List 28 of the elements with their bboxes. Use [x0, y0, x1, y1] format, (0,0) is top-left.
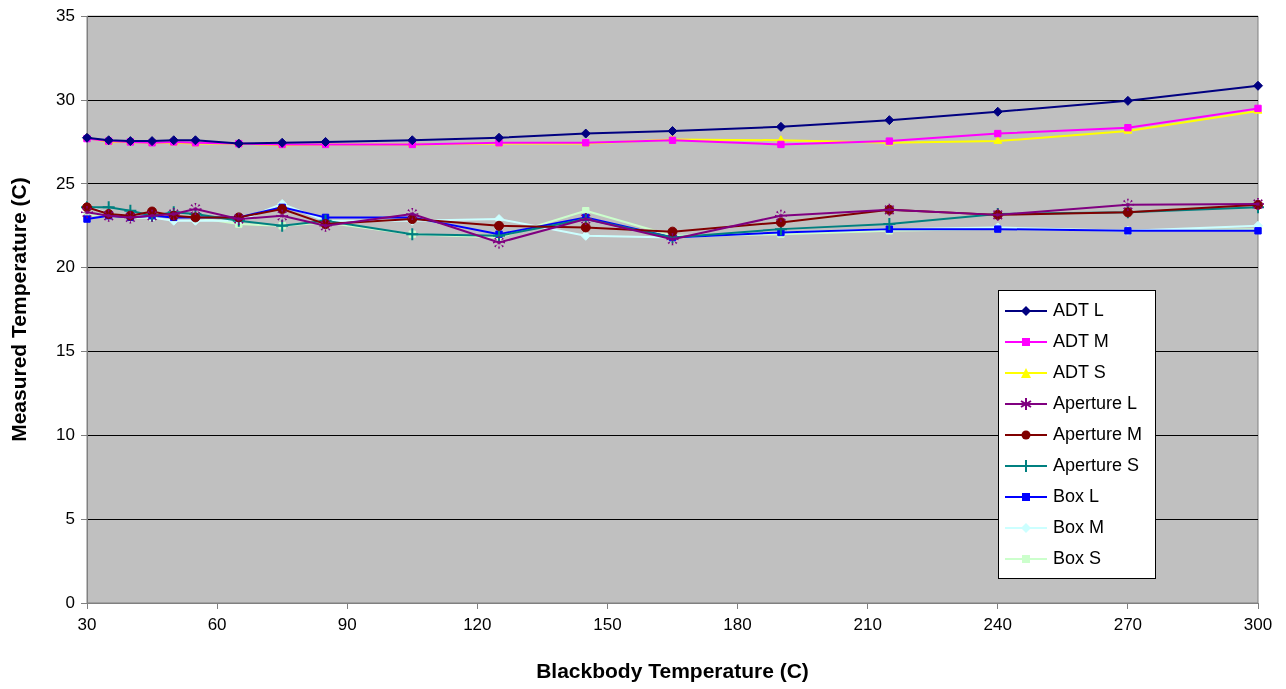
y-tick-label: 0 — [65, 592, 75, 612]
y-tick-label: 35 — [56, 5, 75, 25]
legend-label: ADT M — [1053, 331, 1109, 353]
x-tick-label: 180 — [723, 614, 752, 634]
y-tick-label: 20 — [56, 257, 75, 277]
y-tick-label: 10 — [56, 425, 75, 445]
legend-label: Aperture M — [1053, 424, 1143, 446]
x-tick-label: 210 — [853, 614, 882, 634]
legend-label: Box S — [1053, 548, 1102, 570]
x-tick-label: 270 — [1113, 614, 1143, 634]
x-tick-label: 150 — [593, 614, 622, 634]
x-tick-label: 240 — [983, 614, 1012, 634]
y-tick-label: 30 — [56, 89, 75, 109]
legend-label: Box L — [1053, 486, 1100, 508]
y-tick-label: 5 — [65, 508, 75, 528]
legend-label: ADT S — [1053, 362, 1106, 384]
legend-label: Aperture L — [1053, 393, 1138, 415]
x-tick-label: 60 — [207, 614, 227, 634]
y-axis-title: Measured Temperature (C) — [7, 177, 31, 442]
legend-label: Aperture S — [1053, 455, 1140, 477]
y-tick-label: 15 — [56, 341, 75, 361]
legend-label: ADT L — [1053, 300, 1104, 322]
x-tick-label: 120 — [463, 614, 492, 634]
legend-label: Box M — [1053, 517, 1105, 539]
x-tick-label: 300 — [1243, 614, 1273, 634]
x-axis-title: Blackbody Temperature (C) — [536, 659, 809, 683]
x-tick-label: 90 — [337, 614, 357, 634]
y-tick-label: 25 — [56, 173, 75, 193]
